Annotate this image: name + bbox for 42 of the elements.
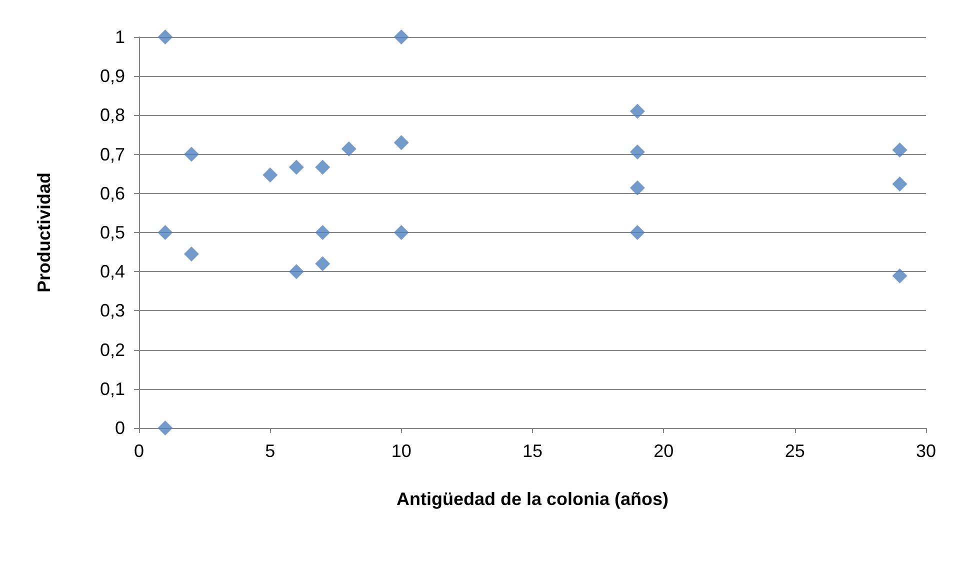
point [158,225,173,240]
point [630,225,645,240]
y-tick-label: 1 [114,27,125,47]
point [892,142,908,158]
y-axis-title: Productividad [34,172,54,293]
point [315,225,330,240]
point [630,104,645,119]
y-tick-label: 0,9 [100,66,125,86]
point [394,225,409,240]
y-tick-label: 0,8 [100,105,125,126]
point [315,256,330,272]
point [184,246,199,262]
y-tick-label: 0,6 [100,183,125,204]
point [262,168,278,183]
y-tick-label: 0,4 [100,262,125,282]
y-tick-label: 0 [114,418,125,438]
point [630,144,645,160]
x-tick-label: 0 [134,441,144,461]
y-tick-label: 0,1 [100,378,125,399]
point [315,160,330,175]
x-tick-label: 10 [391,441,412,461]
point [630,180,645,196]
x-tick-label: 15 [522,441,543,461]
y-tick-label: 0,5 [100,222,125,242]
y-tick-label: 0,7 [100,144,125,164]
x-tick-label: 5 [265,441,276,461]
point [892,268,908,284]
point [158,30,173,44]
point [394,30,409,44]
x-tick-label: 30 [916,441,936,461]
y-tick-label: 0,3 [100,300,125,321]
point [394,135,409,150]
x-axis-title: Antigüedad de la colonia (años) [396,489,669,509]
point [341,141,356,156]
x-tick-label: 25 [784,441,805,461]
x-tick-label: 20 [654,441,674,461]
point [288,264,304,280]
point [158,420,173,436]
point [892,176,908,192]
y-tick-label: 0,2 [100,340,125,360]
point [184,146,199,162]
point [288,160,304,175]
